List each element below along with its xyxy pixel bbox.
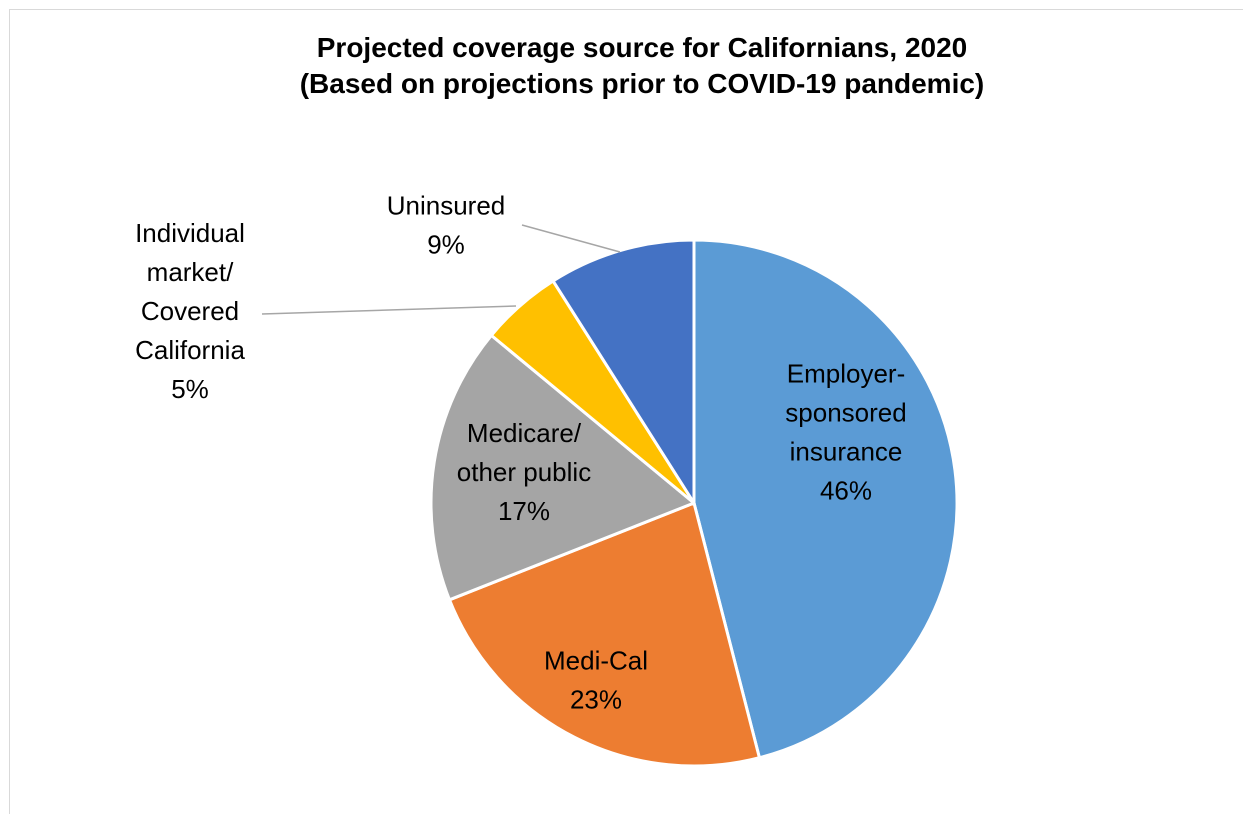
pie-slice-medi-cal xyxy=(447,501,761,768)
pie-slices xyxy=(429,238,959,768)
data-label-line: 17% xyxy=(498,496,550,526)
data-label-line: Uninsured xyxy=(387,191,506,221)
data-label-line: California xyxy=(135,335,245,365)
data-label-line: 9% xyxy=(427,230,465,260)
leader-line-individual-market-covered-california xyxy=(261,305,517,315)
data-label-line: Employer- xyxy=(787,359,905,389)
data-label-line: 46% xyxy=(820,476,872,506)
data-label-line: sponsored xyxy=(785,398,906,428)
pie-slice-medicare-other-public xyxy=(429,333,696,602)
chart-frame xyxy=(9,9,1243,814)
data-label-line: Medicare/ xyxy=(467,418,582,448)
data-label-line: insurance xyxy=(790,437,903,467)
data-label-employer-sponsored-insurance: Employer-sponsored insurance 46% xyxy=(785,359,906,506)
data-label-line: Covered xyxy=(141,296,239,326)
chart-title: Projected coverage source for California… xyxy=(316,32,968,63)
pie-slice-uninsured xyxy=(551,238,696,505)
chart-title-block: Projected coverage source for California… xyxy=(0,30,1243,102)
data-label-line: Individual xyxy=(135,218,245,248)
data-label-medi-cal: Medi-Cal 23% xyxy=(544,646,648,715)
leader-line-uninsured xyxy=(521,224,621,253)
pie-slice-employer-sponsored-insurance xyxy=(692,238,959,760)
data-label-line: 23% xyxy=(570,685,622,715)
leader-lines xyxy=(261,224,621,315)
slice-labels: Employer-sponsored insurance 46% Medi-Cal 23… xyxy=(135,191,907,715)
data-label-individual-market-covered-california: Individual market/Covered California 5% xyxy=(135,218,245,404)
data-label-line: other public xyxy=(457,457,591,487)
data-label-medicare-other-public: Medicare/other public 17% xyxy=(457,418,591,526)
data-label-line: Medi-Cal xyxy=(544,646,648,676)
data-label-uninsured: Uninsured 9% xyxy=(387,191,506,260)
data-label-line: 5% xyxy=(171,374,209,404)
data-label-line: market/ xyxy=(147,257,234,287)
chart-subtitle: (Based on projections prior to COVID-19 … xyxy=(299,68,985,99)
